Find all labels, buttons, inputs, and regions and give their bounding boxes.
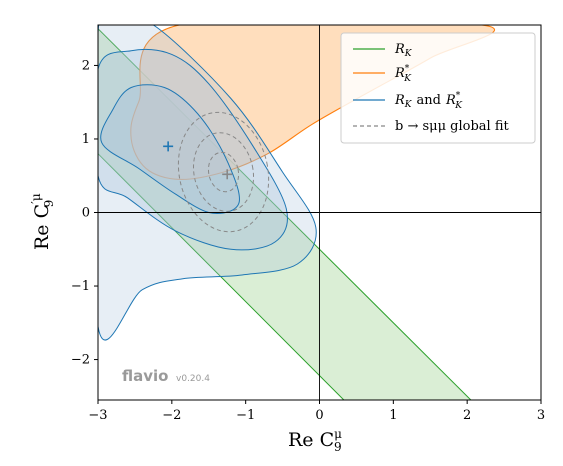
global-fit-contour-1 [207, 151, 240, 193]
global-fit-contour-2 [192, 132, 255, 212]
x-tick-label-3: 0 [315, 408, 323, 423]
legend-label-global: b → sμμ global fit [395, 119, 510, 134]
x-tick-label-1: −2 [162, 408, 181, 423]
y-axis-title: Re C′μ9 [29, 193, 56, 250]
y-tick-label-4: 2 [82, 58, 90, 73]
y-tick-label-0: −2 [71, 353, 90, 368]
y-tick-label-1: −1 [71, 279, 90, 294]
watermark-logo: flavio [122, 367, 168, 385]
y-tick-label-2: 0 [82, 206, 90, 221]
best-fit-marker-2 [222, 169, 233, 180]
legend-label-combined: RK and R* K [394, 91, 463, 111]
x-tick-label-0: −3 [88, 408, 107, 423]
x-tick-label-4: 1 [389, 408, 397, 423]
best-fit-marker-1 [163, 141, 174, 152]
watermark-version: v0.20.4 [176, 374, 210, 384]
legend-label-rkstar: R* K [394, 64, 412, 84]
y-tick-label-3: 1 [82, 132, 90, 147]
legend-label-rk: RK [394, 42, 413, 59]
combined-contours-1sigma [100, 84, 240, 214]
legend-box [340, 32, 536, 144]
x-tick-label-5: 2 [463, 408, 471, 423]
x-tick-label-6: 3 [537, 408, 545, 423]
x-axis-title: Re Cμ 9 [288, 427, 342, 454]
global-fit-contour-3 [177, 111, 270, 233]
combined-contours-2sigma [98, 48, 288, 251]
axis-ticks: −3 −2 −1 0 1 2 3 −2 −1 0 1 2 [71, 58, 545, 423]
combined-contours-3sigma [98, 25, 317, 341]
legend: RK R* K RK and R* K b → sμμ global fit [340, 32, 536, 144]
x-tick-label-2: −1 [236, 408, 255, 423]
